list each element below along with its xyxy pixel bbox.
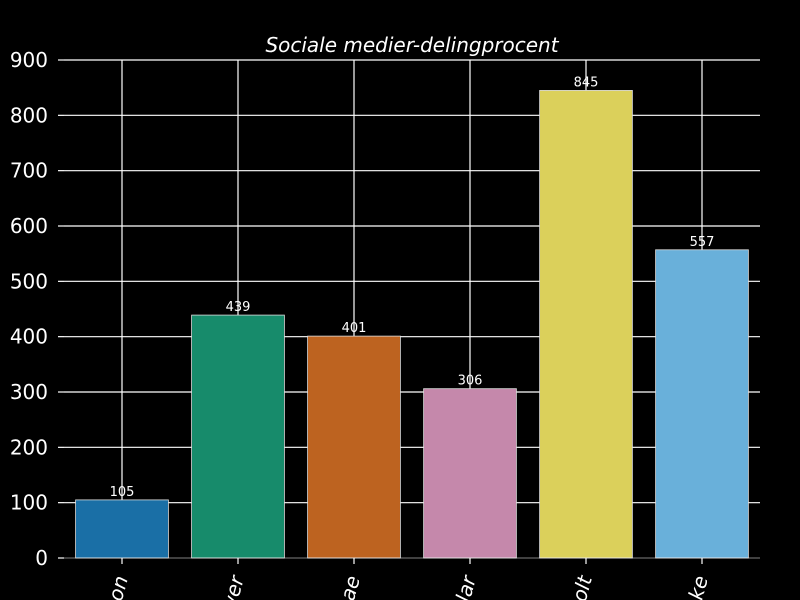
data-label-olt: 845 xyxy=(574,75,599,90)
y-tick-label: 400 xyxy=(10,325,48,349)
y-tick-label: 200 xyxy=(10,435,48,459)
x-axis: on wer ae lar olt ke xyxy=(64,557,760,600)
y-tick-label: 700 xyxy=(10,159,48,183)
y-tick-label: 300 xyxy=(10,380,48,404)
y-axis: 0 100 200 300 400 500 600 700 800 900 xyxy=(10,48,64,570)
data-labels: 105 439 401 306 845 557 xyxy=(110,75,715,499)
y-tick-label: 100 xyxy=(10,491,48,515)
x-tick-label-wer: wer xyxy=(216,571,249,600)
data-label-ae: 401 xyxy=(342,321,367,336)
bar-ae xyxy=(307,335,401,559)
x-tick-label-ae: ae xyxy=(335,573,365,600)
data-label-ke: 557 xyxy=(690,235,715,250)
x-tick-label-on: on xyxy=(103,573,133,600)
x-tick-label-lar: lar xyxy=(451,571,481,600)
data-label-wer: 439 xyxy=(226,300,251,315)
y-tick-label: 0 xyxy=(35,546,48,570)
y-tick-label: 600 xyxy=(10,214,48,238)
x-tick-label-ke: ke xyxy=(683,573,712,600)
chart-title: Sociale medier-delingprocent xyxy=(265,33,559,57)
bar-ke xyxy=(655,249,749,559)
x-tick-label-olt: olt xyxy=(567,572,597,600)
bars xyxy=(75,90,749,559)
y-tick-label: 500 xyxy=(10,269,48,293)
bar-on xyxy=(75,499,169,559)
data-label-on: 105 xyxy=(110,485,135,500)
bar-olt xyxy=(539,90,633,559)
bar-lar xyxy=(423,388,517,559)
y-tick-label: 800 xyxy=(10,103,48,127)
y-tick-label: 900 xyxy=(10,48,48,72)
bar-wer xyxy=(191,314,285,559)
data-label-lar: 306 xyxy=(458,374,483,389)
